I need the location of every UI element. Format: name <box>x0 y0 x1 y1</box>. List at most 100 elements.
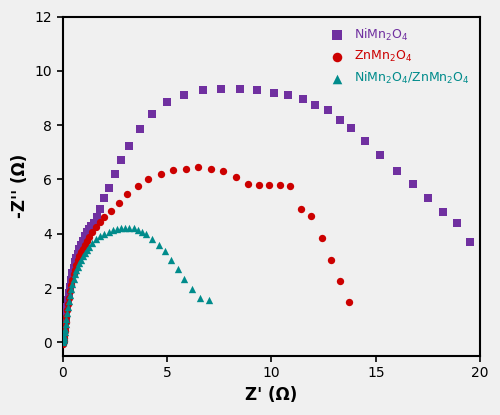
NiMn$_2$O$_4$ <box>410 180 418 187</box>
ZnMn$_2$O$_4$ <box>64 300 72 307</box>
NiMn$_2$O$_4$/ZnMn$_2$O$_4$ <box>188 286 196 293</box>
ZnMn$_2$O$_4$ <box>296 206 304 212</box>
NiMn$_2$O$_4$/ZnMn$_2$O$_4$ <box>96 233 104 239</box>
ZnMn$_2$O$_4$ <box>85 234 93 240</box>
NiMn$_2$O$_4$ <box>424 195 432 202</box>
ZnMn$_2$O$_4$ <box>255 182 263 188</box>
ZnMn$_2$O$_4$ <box>194 164 202 171</box>
NiMn$_2$O$_4$/ZnMn$_2$O$_4$ <box>60 337 68 344</box>
NiMn$_2$O$_4$/ZnMn$_2$O$_4$ <box>60 335 68 342</box>
NiMn$_2$O$_4$ <box>453 220 461 226</box>
NiMn$_2$O$_4$/ZnMn$_2$O$_4$ <box>109 227 117 234</box>
NiMn$_2$O$_4$ <box>270 89 278 96</box>
ZnMn$_2$O$_4$ <box>72 262 80 269</box>
NiMn$_2$O$_4$ <box>60 333 68 340</box>
NiMn$_2$O$_4$ <box>72 255 80 261</box>
NiMn$_2$O$_4$ <box>71 259 79 266</box>
NiMn$_2$O$_4$ <box>376 152 384 159</box>
NiMn$_2$O$_4$/ZnMn$_2$O$_4$ <box>76 260 84 266</box>
NiMn$_2$O$_4$/ZnMn$_2$O$_4$ <box>167 256 175 263</box>
NiMn$_2$O$_4$ <box>96 206 104 212</box>
ZnMn$_2$O$_4$ <box>344 298 352 305</box>
ZnMn$_2$O$_4$ <box>232 173 240 180</box>
ZnMn$_2$O$_4$ <box>71 266 79 273</box>
NiMn$_2$O$_4$ <box>60 330 68 336</box>
ZnMn$_2$O$_4$ <box>80 241 88 248</box>
NiMn$_2$O$_4$/ZnMn$_2$O$_4$ <box>196 294 204 301</box>
ZnMn$_2$O$_4$ <box>76 253 84 259</box>
NiMn$_2$O$_4$/ZnMn$_2$O$_4$ <box>88 240 96 247</box>
NiMn$_2$O$_4$ <box>62 316 70 322</box>
ZnMn$_2$O$_4$ <box>157 171 165 177</box>
ZnMn$_2$O$_4$ <box>276 182 284 188</box>
NiMn$_2$O$_4$/ZnMn$_2$O$_4$ <box>117 225 125 232</box>
NiMn$_2$O$_4$/ZnMn$_2$O$_4$ <box>134 226 142 233</box>
ZnMn$_2$O$_4$ <box>96 218 104 225</box>
NiMn$_2$O$_4$ <box>90 220 98 226</box>
NiMn$_2$O$_4$/ZnMn$_2$O$_4$ <box>104 228 112 235</box>
NiMn$_2$O$_4$ <box>104 184 112 191</box>
NiMn$_2$O$_4$ <box>76 245 84 252</box>
NiMn$_2$O$_4$/ZnMn$_2$O$_4$ <box>70 276 78 283</box>
ZnMn$_2$O$_4$ <box>62 313 70 320</box>
NiMn$_2$O$_4$ <box>85 226 93 232</box>
NiMn$_2$O$_4$ <box>136 126 144 132</box>
NiMn$_2$O$_4$/ZnMn$_2$O$_4$ <box>77 256 85 263</box>
NiMn$_2$O$_4$/ZnMn$_2$O$_4$ <box>60 332 68 339</box>
X-axis label: Z' (Ω): Z' (Ω) <box>246 386 298 404</box>
ZnMn$_2$O$_4$ <box>336 278 344 285</box>
ZnMn$_2$O$_4$ <box>62 319 70 325</box>
ZnMn$_2$O$_4$ <box>64 306 72 313</box>
NiMn$_2$O$_4$/ZnMn$_2$O$_4$ <box>126 225 134 231</box>
ZnMn$_2$O$_4$ <box>88 229 96 236</box>
NiMn$_2$O$_4$ <box>148 111 156 117</box>
ZnMn$_2$O$_4$ <box>170 167 177 173</box>
ZnMn$_2$O$_4$ <box>92 224 100 230</box>
ZnMn$_2$O$_4$ <box>244 180 252 187</box>
NiMn$_2$O$_4$/ZnMn$_2$O$_4$ <box>67 286 75 293</box>
ZnMn$_2$O$_4$ <box>307 213 315 220</box>
ZnMn$_2$O$_4$ <box>182 165 190 172</box>
NiMn$_2$O$_4$ <box>336 117 344 123</box>
NiMn$_2$O$_4$/ZnMn$_2$O$_4$ <box>61 329 69 336</box>
NiMn$_2$O$_4$/ZnMn$_2$O$_4$ <box>64 310 72 316</box>
NiMn$_2$O$_4$ <box>163 99 171 105</box>
NiMn$_2$O$_4$/ZnMn$_2$O$_4$ <box>174 266 182 272</box>
NiMn$_2$O$_4$ <box>236 85 244 92</box>
NiMn$_2$O$_4$/ZnMn$_2$O$_4$ <box>154 241 162 248</box>
NiMn$_2$O$_4$/ZnMn$_2$O$_4$ <box>122 225 130 231</box>
NiMn$_2$O$_4$/ZnMn$_2$O$_4$ <box>71 271 79 278</box>
NiMn$_2$O$_4$/ZnMn$_2$O$_4$ <box>72 267 80 274</box>
ZnMn$_2$O$_4$ <box>61 324 69 330</box>
NiMn$_2$O$_4$ <box>298 96 306 103</box>
NiMn$_2$O$_4$/ZnMn$_2$O$_4$ <box>100 230 108 237</box>
NiMn$_2$O$_4$/ZnMn$_2$O$_4$ <box>142 230 150 237</box>
ZnMn$_2$O$_4$ <box>82 237 90 244</box>
NiMn$_2$O$_4$/ZnMn$_2$O$_4$ <box>148 235 156 242</box>
ZnMn$_2$O$_4$ <box>220 168 228 175</box>
NiMn$_2$O$_4$/ZnMn$_2$O$_4$ <box>59 338 67 345</box>
NiMn$_2$O$_4$/ZnMn$_2$O$_4$ <box>205 297 213 304</box>
NiMn$_2$O$_4$ <box>70 264 78 271</box>
NiMn$_2$O$_4$/ZnMn$_2$O$_4$ <box>66 291 74 298</box>
NiMn$_2$O$_4$/ZnMn$_2$O$_4$ <box>138 228 146 235</box>
NiMn$_2$O$_4$ <box>78 237 86 244</box>
ZnMn$_2$O$_4$ <box>60 335 68 342</box>
ZnMn$_2$O$_4$ <box>66 288 74 295</box>
NiMn$_2$O$_4$/ZnMn$_2$O$_4$ <box>85 244 93 251</box>
ZnMn$_2$O$_4$ <box>124 191 132 198</box>
ZnMn$_2$O$_4$ <box>144 176 152 183</box>
NiMn$_2$O$_4$/ZnMn$_2$O$_4$ <box>65 298 73 305</box>
NiMn$_2$O$_4$ <box>218 85 226 92</box>
ZnMn$_2$O$_4$ <box>115 199 123 206</box>
NiMn$_2$O$_4$ <box>100 195 108 202</box>
NiMn$_2$O$_4$ <box>111 171 119 177</box>
ZnMn$_2$O$_4$ <box>100 214 108 220</box>
NiMn$_2$O$_4$/ZnMn$_2$O$_4$ <box>80 250 88 256</box>
ZnMn$_2$O$_4$ <box>207 165 215 172</box>
NiMn$_2$O$_4$ <box>64 297 72 304</box>
ZnMn$_2$O$_4$ <box>70 271 78 278</box>
NiMn$_2$O$_4$ <box>65 290 73 297</box>
NiMn$_2$O$_4$/ZnMn$_2$O$_4$ <box>61 325 69 332</box>
NiMn$_2$O$_4$ <box>60 336 68 342</box>
